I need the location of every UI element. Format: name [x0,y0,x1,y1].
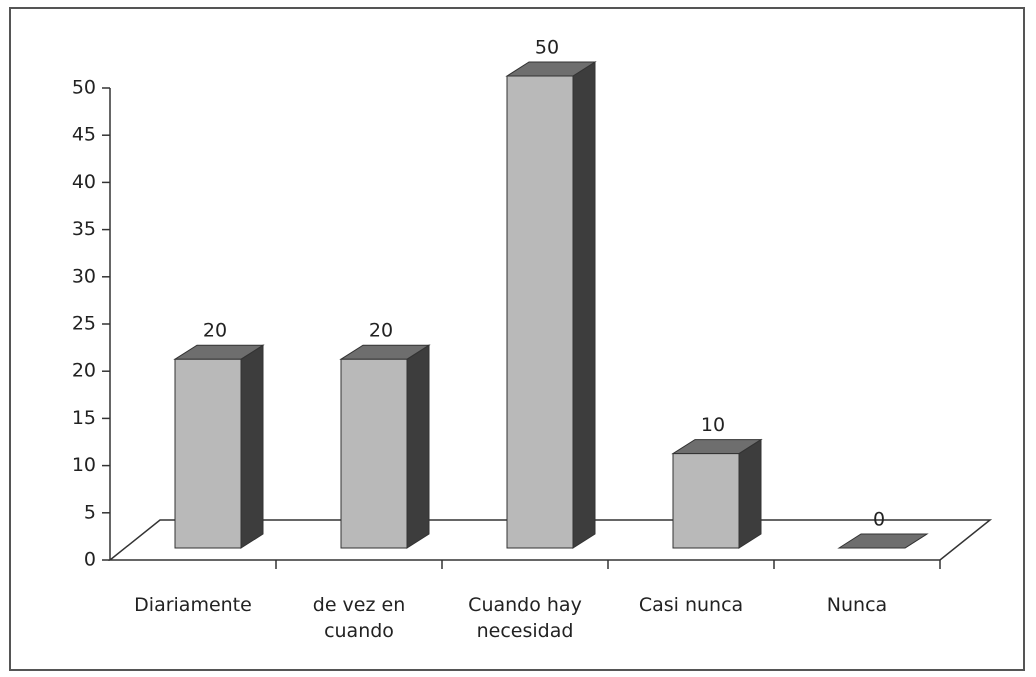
y-tick-label: 0 [84,549,96,571]
bar [837,533,929,549]
bar-front [672,453,740,549]
bar-front [506,75,574,549]
bar-top [837,533,929,549]
chart-border [9,7,1025,671]
y-tick-label: 25 [72,313,96,335]
bar [505,61,597,549]
y-tick-label: 30 [72,265,96,287]
x-tick-label: Casi nunca [638,594,744,616]
x-tick-label: Nunca [826,594,888,616]
bar-front [174,358,242,549]
y-tick-label: 15 [72,407,96,429]
y-tick-label: 40 [72,171,96,193]
data-label: 50 [535,37,559,59]
x-tick-label: de vez en cuando [312,594,406,642]
x-tick-label: Diariamente [134,594,252,616]
y-tick-label: 5 [84,501,96,523]
bar-side [738,438,762,549]
data-label: 10 [701,414,725,436]
y-tick-label: 20 [72,360,96,382]
bar-side [240,344,264,549]
bar-front [340,358,408,549]
data-label: 0 [873,509,885,531]
bar [671,438,763,549]
bar-side [572,61,596,549]
data-label: 20 [369,320,393,342]
y-tick-label: 35 [72,218,96,240]
bar [339,344,431,549]
y-tick-label: 10 [72,454,96,476]
x-tick-label: Cuando hay necesidad [468,594,582,642]
y-tick-label: 50 [72,77,96,99]
bar-side [406,344,430,549]
bar [173,344,265,549]
data-label: 20 [203,320,227,342]
y-tick-label: 45 [72,124,96,146]
